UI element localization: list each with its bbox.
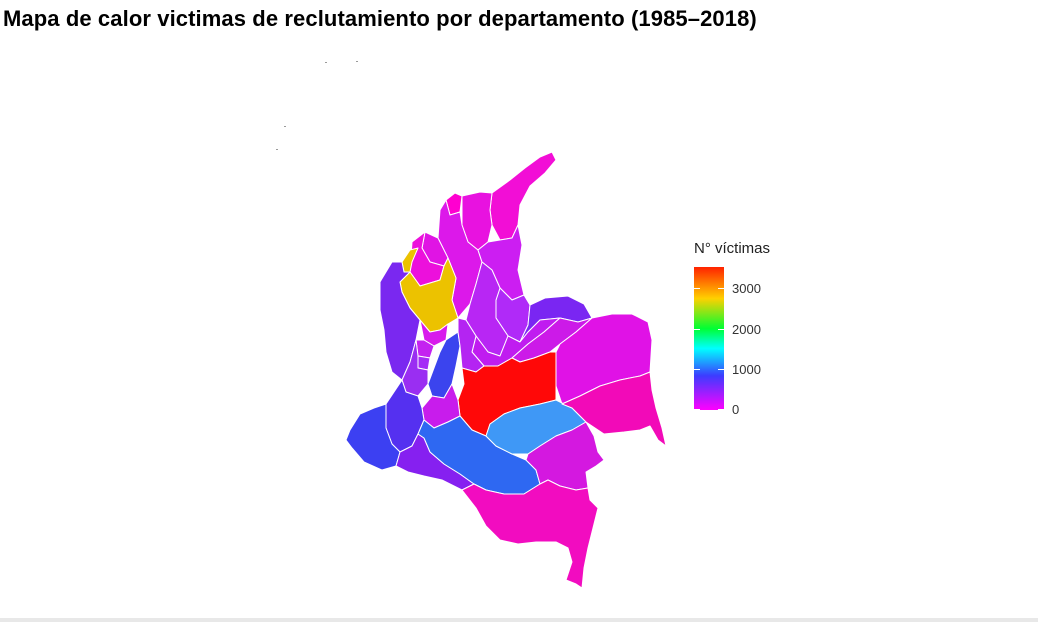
- legend-label-3000: 3000: [732, 281, 761, 296]
- legend-label-1000: 1000: [732, 362, 761, 377]
- legend-tick: [718, 329, 724, 330]
- legend-tick: [694, 329, 700, 330]
- map-svg: [345, 151, 667, 589]
- legend-tick: [694, 288, 700, 289]
- legend-label-0: 0: [732, 402, 740, 417]
- legend-tick: [718, 409, 724, 410]
- island-speck: [276, 149, 278, 150]
- color-legend: N° víctimas 3000 2000 1000 0: [694, 238, 814, 428]
- legend-color-bar: [694, 267, 724, 410]
- island-speck: [284, 126, 286, 127]
- region-amazonas[interactable]: [461, 479, 599, 589]
- island-speck: [356, 61, 358, 62]
- legend-tick: [718, 369, 724, 370]
- page-title: Mapa de calor victimas de reclutamiento …: [3, 6, 757, 31]
- region-la-guajira[interactable]: [489, 151, 557, 241]
- bottom-divider: [0, 618, 1038, 622]
- colombia-heat-map: [270, 50, 690, 600]
- legend-title: N° víctimas: [694, 240, 771, 257]
- legend-tick: [694, 369, 700, 370]
- legend-tick: [694, 409, 700, 410]
- legend-label-2000: 2000: [732, 322, 761, 337]
- island-speck: [325, 62, 327, 63]
- legend-tick: [718, 288, 724, 289]
- region-guainia[interactable]: [561, 371, 667, 447]
